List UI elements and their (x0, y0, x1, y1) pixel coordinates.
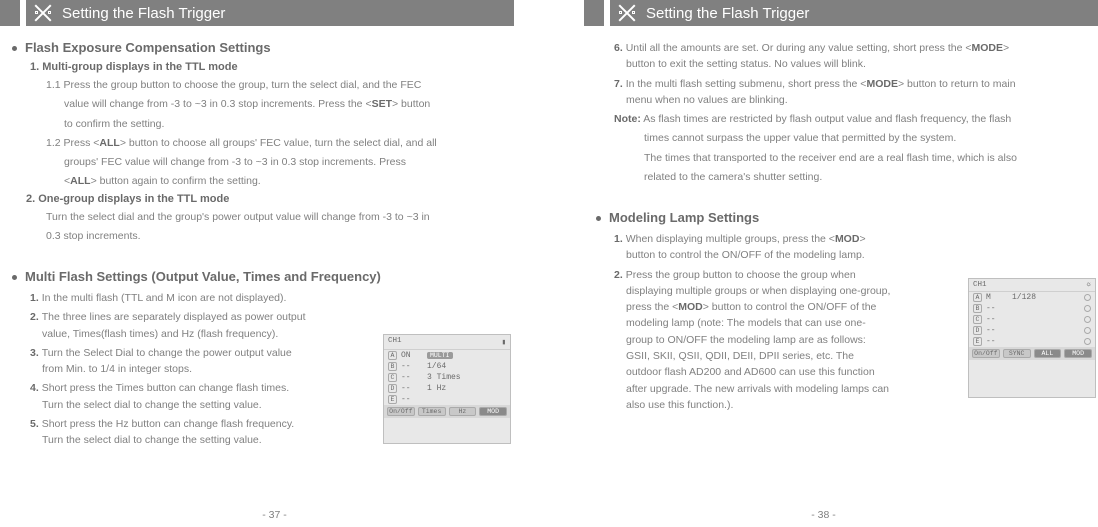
battery-icon: ▮ (501, 337, 506, 347)
banner-stub (0, 0, 20, 26)
line: related to the camera's shutter setting. (644, 169, 1088, 185)
lamp-icon: ☼ (1086, 281, 1091, 289)
sub-1: 1. Multi-group displays in the TTL mode (30, 61, 504, 73)
line: The times that transported to the receiv… (644, 150, 1088, 166)
lcd-row: AONMULTI (384, 350, 510, 361)
heading-fec: Flash Exposure Compensation Settings (12, 40, 504, 55)
ml-1: 1. When displaying multiple groups, pres… (614, 231, 936, 264)
r6: 6. Until all the amounts are set. Or dur… (614, 40, 1088, 73)
section-banner: Setting the Flash Trigger (584, 0, 1098, 26)
lcd-softkey: On/Off (972, 349, 1000, 358)
banner-main: Setting the Flash Trigger (26, 0, 514, 26)
lcd-multiflash: CH1▮ AONMULTIB--1/64C--3 TimesD--1 HzE--… (383, 334, 511, 444)
line: 0.3 stop increments. (46, 228, 504, 244)
sub-2: 2. One-group displays in the TTL mode (26, 193, 504, 205)
banner-stub (584, 0, 604, 26)
lcd-row: D-- (969, 325, 1095, 336)
lcd-row: E-- (384, 394, 510, 405)
page-37: Setting the Flash Trigger Flash Exposure… (0, 0, 549, 527)
line: <ALL> button again to confirm the settin… (64, 173, 504, 189)
lcd-row: C-- (969, 314, 1095, 325)
line: to confirm the setting. (64, 116, 504, 132)
lcd-row: C--3 Times (384, 372, 510, 383)
heading-multiflash: Multi Flash Settings (Output Value, Time… (12, 269, 504, 284)
lcd-softkey: ALL (1034, 349, 1062, 358)
mf-1: 1. In the multi flash (TTL and M icon ar… (30, 290, 504, 306)
lcd-row: B--1/64 (384, 361, 510, 372)
page-38: Setting the Flash Trigger 6. Until all t… (549, 0, 1098, 527)
line: times cannot surpass the upper value tha… (644, 130, 1088, 146)
banner-title: Setting the Flash Trigger (646, 5, 809, 22)
line: 1.1 Press the group button to choose the… (46, 77, 504, 93)
r7: 7. In the multi flash setting submenu, s… (614, 76, 1088, 109)
page-number: - 37 - (0, 509, 549, 521)
ml-2: 2. Press the group button to choose the … (614, 267, 936, 413)
line: 1.2 Press <ALL> button to choose all gro… (46, 135, 504, 151)
page-number: - 38 - (549, 509, 1098, 521)
lcd-row: B-- (969, 303, 1095, 314)
lcd-softkey: Times (418, 407, 446, 416)
x-icon (34, 4, 52, 22)
lcd-softkey: MOD (1064, 349, 1092, 358)
heading-modeling: Modeling Lamp Settings (596, 210, 1088, 225)
lcd-row: E-- (969, 336, 1095, 347)
lcd-softkey: Hz (449, 407, 477, 416)
lcd-softkey: On/Off (387, 407, 415, 416)
note: Note: As flash times are restricted by f… (614, 111, 1088, 127)
line: value will change from -3 to ~3 in 0.3 s… (64, 96, 504, 112)
lcd-row: D--1 Hz (384, 383, 510, 394)
section-banner: Setting the Flash Trigger (0, 0, 514, 26)
line: groups' FEC value will change from -3 to… (64, 154, 504, 170)
lcd-row: AM1/128 (969, 292, 1095, 303)
lcd-softkey: MOD (479, 407, 507, 416)
x-icon (618, 4, 636, 22)
banner-title: Setting the Flash Trigger (62, 5, 225, 22)
lcd-modeling: CH1☼ AM1/128B--C--D--E-- On/OffSYNCALLMO… (968, 278, 1096, 398)
lcd-softkey: SYNC (1003, 349, 1031, 358)
banner-main: Setting the Flash Trigger (610, 0, 1098, 26)
line: Turn the select dial and the group's pow… (46, 209, 504, 225)
